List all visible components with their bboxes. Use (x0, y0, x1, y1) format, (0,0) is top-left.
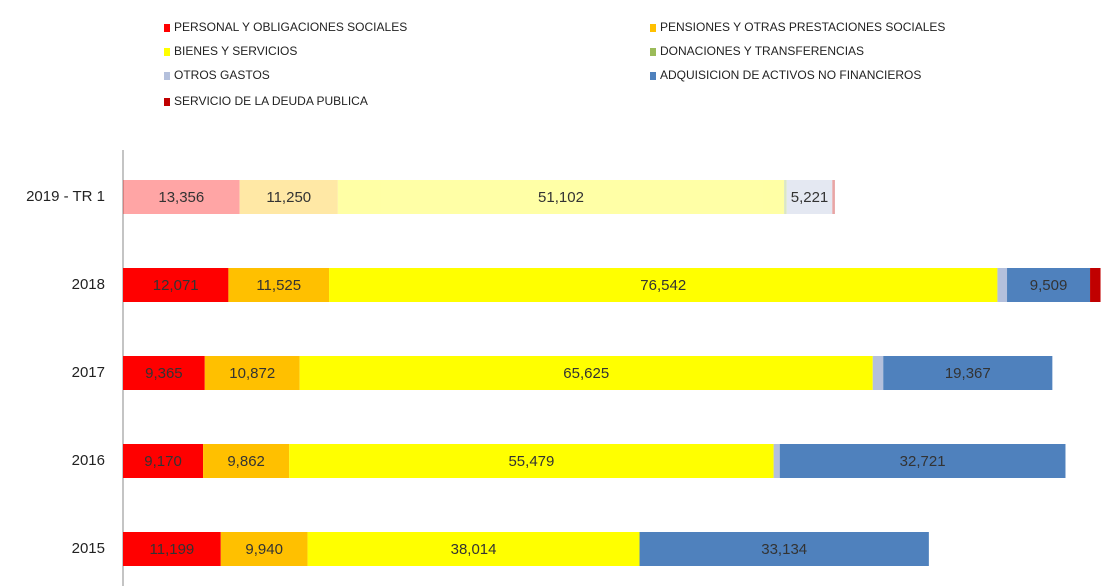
legend-label: ADQUISICION DE ACTIVOS NO FINANCIEROS (660, 68, 921, 82)
bar-segment (773, 444, 780, 478)
bar-segment (123, 180, 240, 214)
bar-segment (123, 532, 221, 566)
bar-segment (307, 532, 640, 566)
data-label: 19,367 (945, 365, 991, 382)
data-label: 33,134 (761, 541, 807, 558)
legend-swatch (164, 72, 170, 80)
bar-segment (997, 268, 1008, 302)
legend-label: PENSIONES Y OTRAS PRESTACIONES SOCIALES (660, 20, 945, 34)
bar-row (123, 532, 929, 566)
bar-segment (289, 444, 774, 478)
bar-segment (299, 356, 873, 390)
data-label: 13,356 (158, 189, 204, 206)
bar-segment (779, 444, 1066, 478)
bar-row (123, 444, 1066, 478)
legend-swatch (164, 24, 170, 32)
bar-segment (220, 532, 308, 566)
bar-segment (123, 268, 229, 302)
category-label: 2017 (72, 364, 105, 381)
bar-segment (123, 356, 205, 390)
bar-segment (872, 356, 884, 390)
legend-swatch (164, 48, 170, 56)
bar-segment (784, 180, 787, 214)
data-label: 65,625 (563, 365, 609, 382)
bar-segment (786, 180, 833, 214)
bar-segment (123, 444, 204, 478)
bar-segment (239, 180, 338, 214)
data-label: 5,221 (791, 189, 829, 206)
legend-swatch (164, 98, 170, 106)
bar-segment (639, 532, 929, 566)
bar-segment (883, 356, 1053, 390)
bar-row (123, 268, 1101, 302)
data-label: 32,721 (900, 453, 946, 470)
category-label: 2018 (72, 276, 105, 293)
data-label: 38,014 (451, 541, 497, 558)
legend-label: OTROS GASTOS (174, 68, 270, 82)
category-label: 2016 (72, 452, 105, 469)
legend-swatch (650, 24, 656, 32)
data-label: 55,479 (508, 453, 554, 470)
bar-segment (832, 180, 835, 214)
legend-label: BIENES Y SERVICIOS (174, 44, 297, 58)
data-label: 12,071 (153, 277, 199, 294)
data-label: 51,102 (538, 189, 584, 206)
bar-row (123, 356, 1053, 390)
data-label: 11,525 (256, 277, 301, 294)
data-label: 9,365 (145, 365, 183, 382)
bar-segment (1007, 268, 1091, 302)
legend-swatch (650, 72, 656, 80)
data-label: 9,509 (1030, 277, 1068, 294)
legend-label: DONACIONES Y TRANSFERENCIAS (660, 44, 864, 58)
data-label: 11,199 (150, 541, 195, 558)
legend-label: SERVICIO DE LA DEUDA PUBLICA (174, 94, 368, 108)
bar-segment (1090, 268, 1101, 302)
category-label: 2019 - TR 1 (26, 188, 105, 205)
data-label: 9,940 (245, 541, 283, 558)
bar-segment (204, 356, 300, 390)
data-label: 11,250 (266, 189, 311, 206)
bar-segment (337, 180, 785, 214)
data-label: 10,872 (229, 365, 275, 382)
bar-segment (228, 268, 330, 302)
data-label: 76,542 (640, 277, 686, 294)
legend-label: PERSONAL Y OBLIGACIONES SOCIALES (174, 20, 407, 34)
data-label: 9,862 (227, 453, 265, 470)
category-label: 2015 (72, 540, 105, 557)
bar-row (123, 180, 835, 214)
legend-swatch (650, 48, 656, 56)
bar-segment (203, 444, 290, 478)
data-label: 9,170 (144, 453, 182, 470)
bar-segment (329, 268, 998, 302)
